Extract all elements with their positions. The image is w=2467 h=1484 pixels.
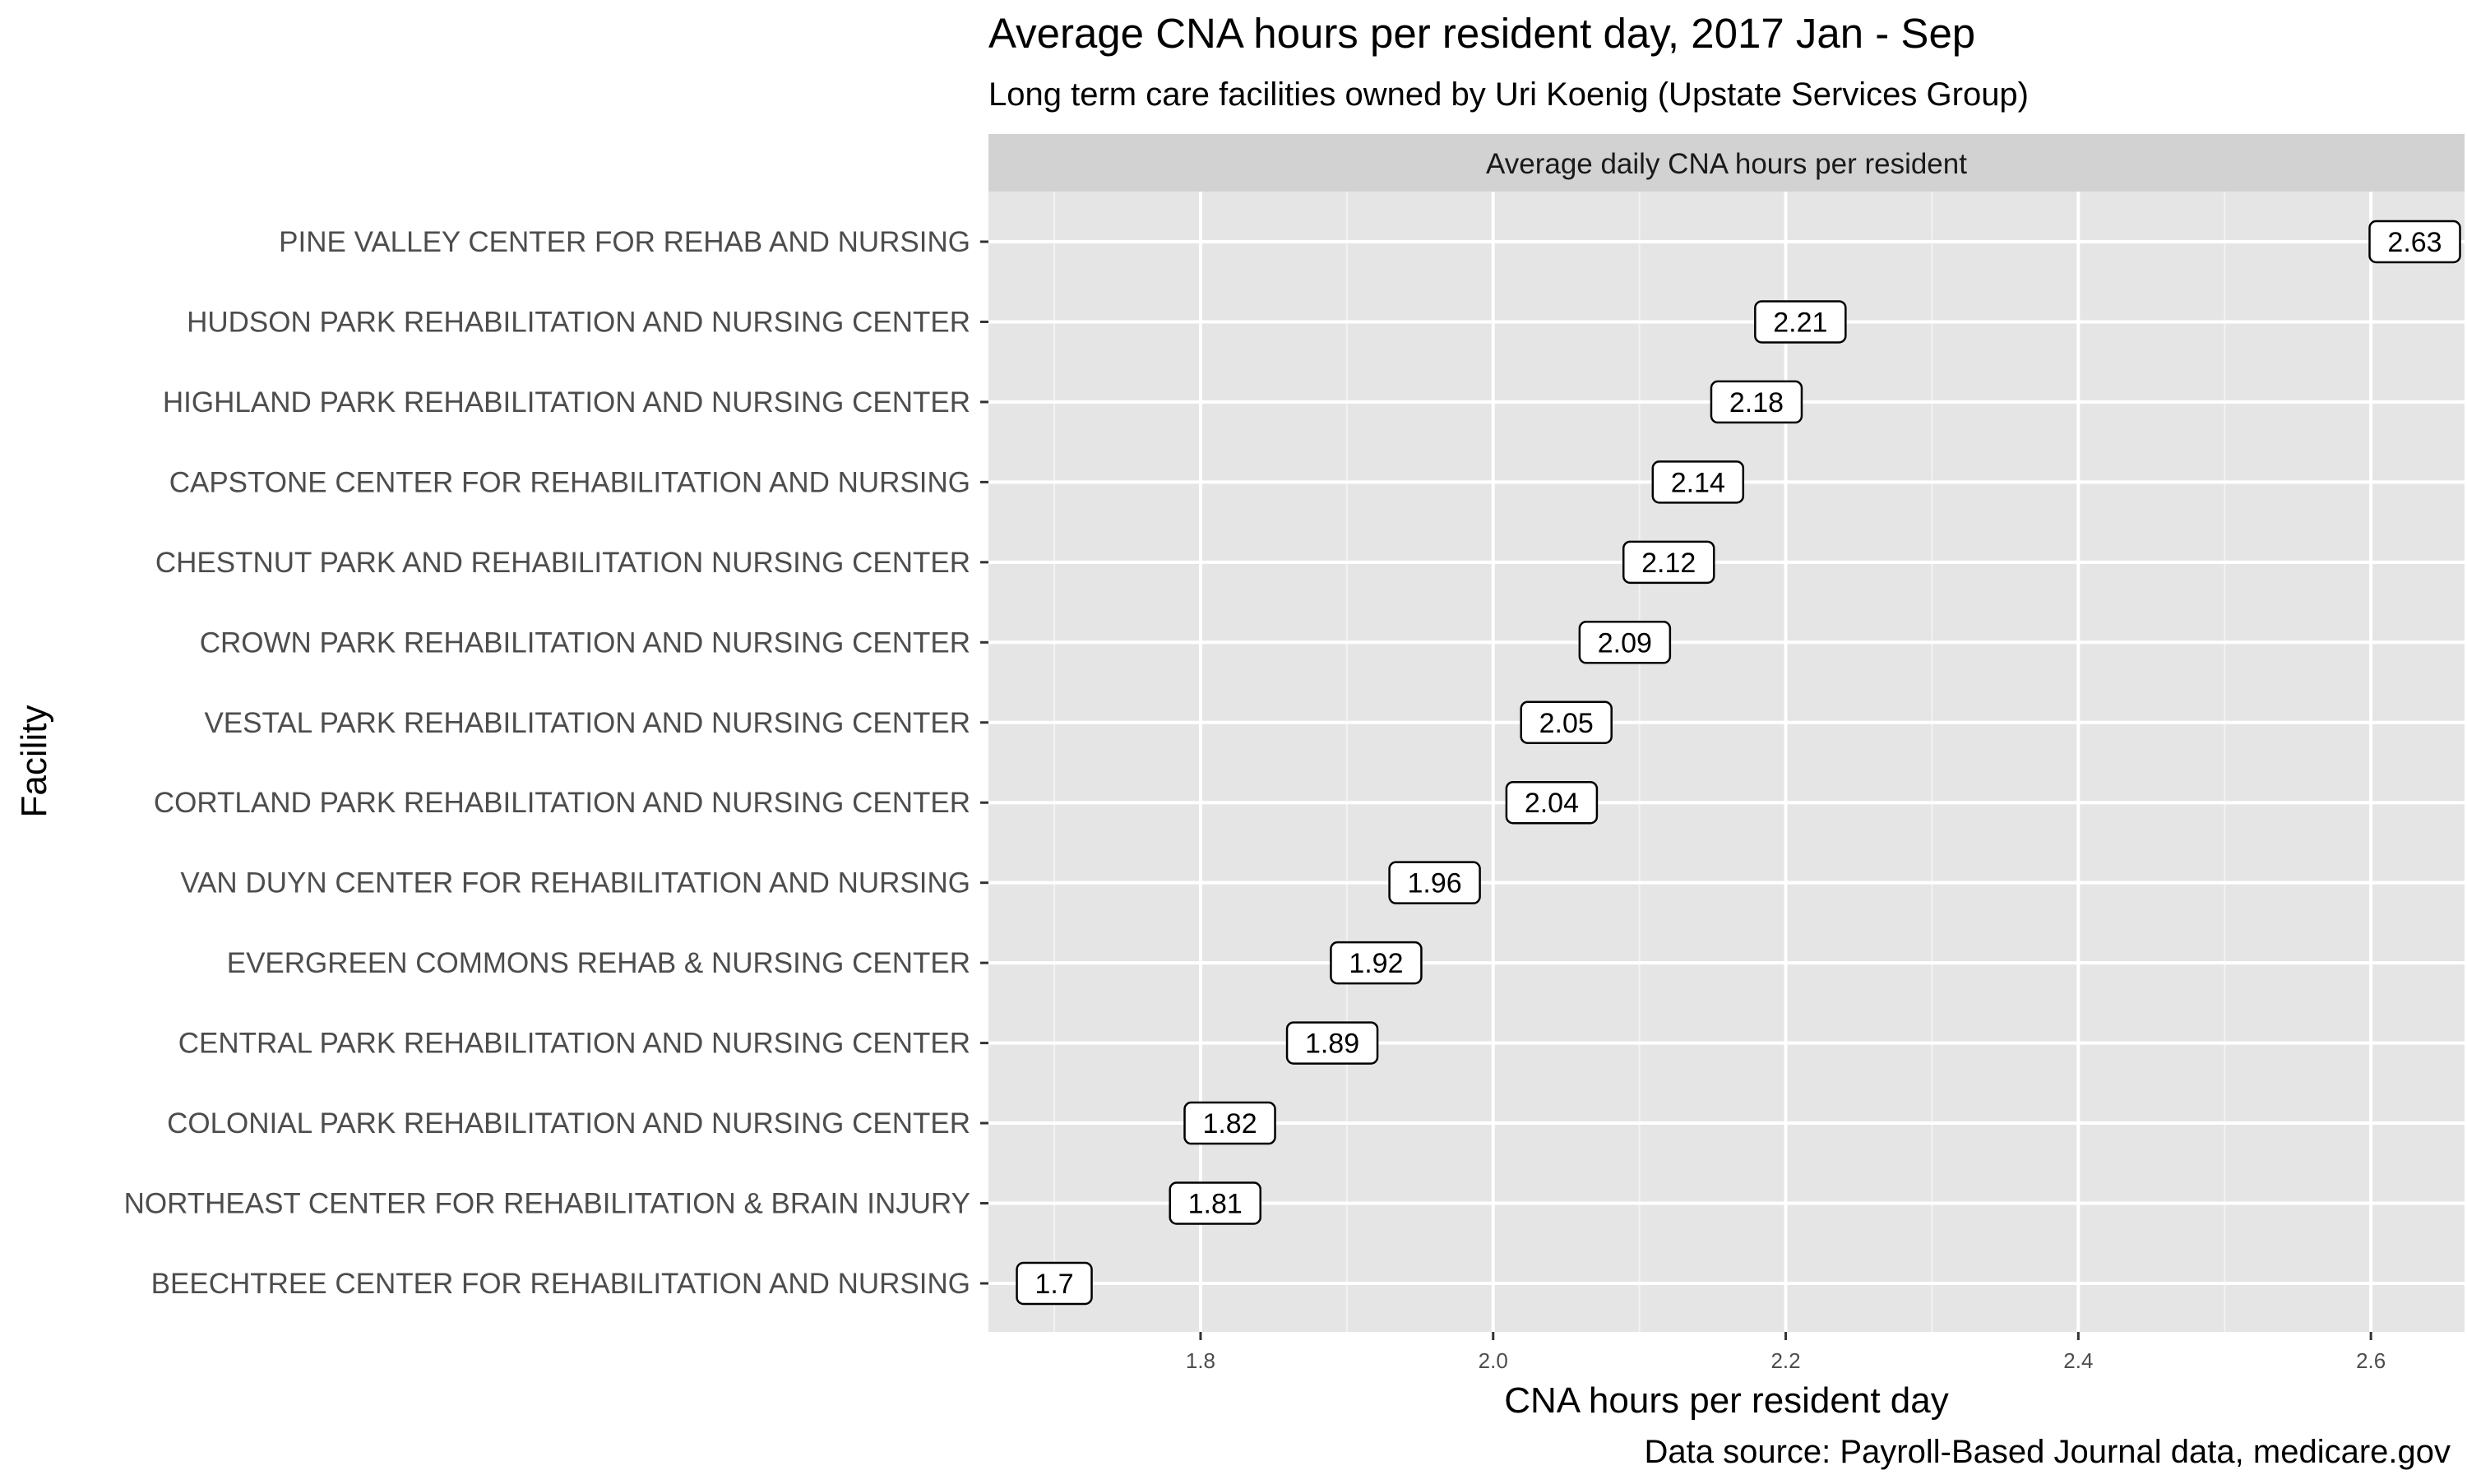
y-tick-label-8: VAN DUYN CENTER FOR REHABILITATION AND N… <box>180 867 970 899</box>
facet-strip-label: Average daily CNA hours per resident <box>1486 148 1967 180</box>
value-label-box-5 <box>1578 621 1672 664</box>
x-axis-ticks <box>1199 1332 2372 1340</box>
value-label-box-1 <box>1754 300 1847 344</box>
chart-subtitle: Long term care facilities owned by Uri K… <box>988 76 2029 113</box>
y-axis-title: Facility <box>14 705 54 818</box>
value-label-13: 1.7 <box>1034 1269 1073 1300</box>
value-labels: 2.63 2.21 2.18 2.14 2.12 2.09 2.05 2.04 1.96 1.92… <box>1016 220 2461 1306</box>
y-tick-label-1: HUDSON PARK REHABILITATION AND NURSING C… <box>187 306 970 338</box>
y-tick-label-12: NORTHEAST CENTER FOR REHABILITATION & BR… <box>124 1188 970 1220</box>
facet-strip <box>988 134 2465 192</box>
value-label-box-6 <box>1520 700 1613 745</box>
y-tick-label-2: HIGHLAND PARK REHABILITATION AND NURSING… <box>163 386 970 418</box>
y-axis-ticks <box>980 240 988 1285</box>
value-label-box-13 <box>1016 1261 1093 1306</box>
value-label-box-8 <box>1388 861 1481 904</box>
x-tick-label-0: 1.8 <box>1186 1348 1215 1373</box>
value-label-box-11 <box>1183 1101 1276 1145</box>
value-label-2: 2.18 <box>1729 387 1784 418</box>
value-label-10: 1.89 <box>1305 1029 1359 1060</box>
value-label-9: 1.92 <box>1349 948 1403 979</box>
value-label-box-7 <box>1505 780 1599 825</box>
x-axis-title: CNA hours per resident day <box>1504 1380 1949 1421</box>
value-label-6: 2.05 <box>1539 708 1594 739</box>
y-tick-label-11: COLONIAL PARK REHABILITATION AND NURSING… <box>167 1107 970 1140</box>
y-tick-label-13: BEECHTREE CENTER FOR REHABILITATION AND … <box>151 1268 970 1300</box>
value-label-5: 2.09 <box>1598 627 1652 659</box>
x-tick-label-4: 2.6 <box>2356 1348 2386 1373</box>
x-axis-labels: 1.8 2.0 2.2 2.4 2.6 <box>1186 1348 2386 1373</box>
y-tick-label-7: CORTLAND PARK REHABILITATION AND NURSING… <box>154 787 970 819</box>
y-axis-labels: PINE VALLEY CENTER FOR REHAB AND NURSING… <box>124 226 970 1300</box>
value-label-12: 1.81 <box>1188 1189 1243 1220</box>
value-label-box-3 <box>1651 460 1745 504</box>
x-tick-label-1: 2.0 <box>1479 1348 1508 1373</box>
value-label-8: 1.96 <box>1407 868 1461 899</box>
y-tick-label-0: PINE VALLEY CENTER FOR REHAB AND NURSING <box>279 226 970 258</box>
chart-title: Average CNA hours per resident day, 2017… <box>988 10 1975 57</box>
y-tick-label-10: CENTRAL PARK REHABILITATION AND NURSING … <box>178 1028 970 1060</box>
y-tick-label-9: EVERGREEN COMMONS REHAB & NURSING CENTER <box>227 947 970 979</box>
value-label-3: 2.14 <box>1671 467 1725 498</box>
value-label-7: 2.04 <box>1525 788 1579 819</box>
value-label-1: 2.21 <box>1773 307 1827 338</box>
value-label-box-9 <box>1330 941 1423 985</box>
y-tick-label-5: CROWN PARK REHABILITATION AND NURSING CE… <box>200 626 970 659</box>
y-tick-label-4: CHESTNUT PARK AND REHABILITATION NURSING… <box>155 547 970 579</box>
plot-panel <box>988 192 2465 1332</box>
value-label-box-12 <box>1169 1181 1261 1225</box>
value-label-box-2 <box>1710 380 1803 424</box>
value-label-0: 2.63 <box>2387 227 2442 258</box>
x-tick-label-2: 2.2 <box>1770 1348 1800 1373</box>
value-label-11: 1.82 <box>1202 1108 1257 1140</box>
y-tick-label-3: CAPSTONE CENTER FOR REHABILITATION AND N… <box>169 466 970 498</box>
y-tick-label-6: VESTAL PARK REHABILITATION AND NURSING C… <box>204 707 970 739</box>
value-label-box-10 <box>1285 1021 1379 1065</box>
value-label-4: 2.12 <box>1641 548 1696 579</box>
x-tick-label-3: 2.4 <box>2063 1348 2093 1373</box>
chart-caption: Data source: Payroll-Based Journal data,… <box>1644 1434 2451 1470</box>
grid-minor <box>1053 192 2226 1332</box>
value-label-box-0 <box>2368 220 2461 264</box>
value-label-box-4 <box>1622 540 1715 585</box>
